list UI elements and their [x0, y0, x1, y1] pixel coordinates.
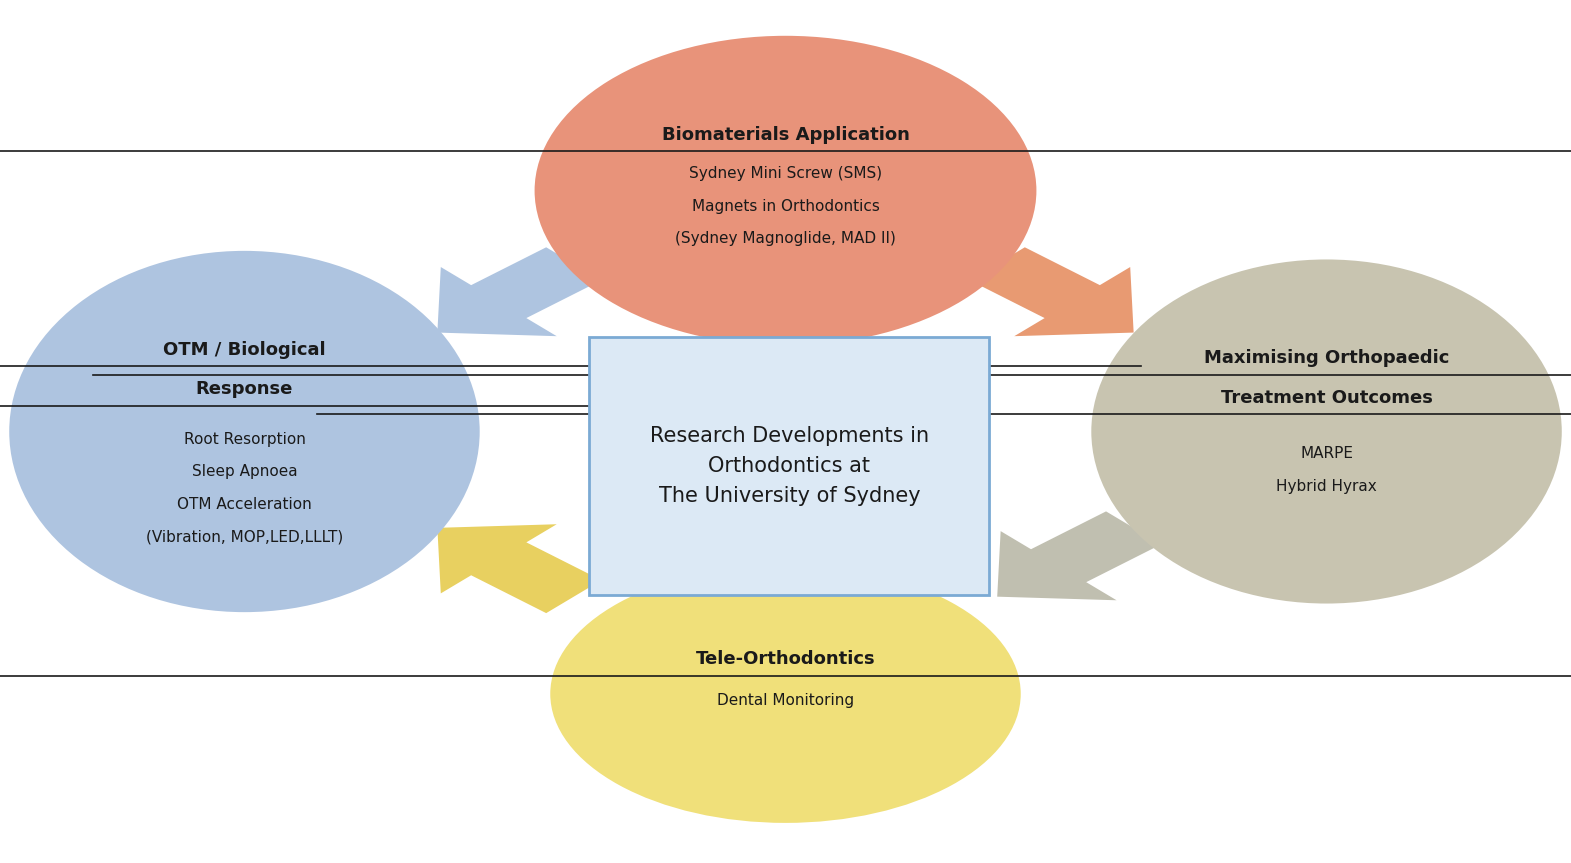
Text: Magnets in Orthodontics: Magnets in Orthodontics [691, 198, 880, 214]
Text: (Vibration, MOP,LED,LLLT): (Vibration, MOP,LED,LLLT) [146, 530, 342, 545]
Text: OTM / Biological: OTM / Biological [163, 341, 325, 359]
Text: Treatment Outcomes: Treatment Outcomes [1221, 389, 1433, 407]
Text: Sleep Apnoea: Sleep Apnoea [192, 464, 297, 480]
Ellipse shape [1092, 260, 1562, 603]
Polygon shape [998, 512, 1161, 601]
Text: Hybrid Hyrax: Hybrid Hyrax [1276, 479, 1376, 494]
Text: OTM Acceleration: OTM Acceleration [178, 497, 311, 512]
FancyBboxPatch shape [589, 337, 990, 595]
Text: Response: Response [196, 381, 294, 399]
Text: Dental Monitoring: Dental Monitoring [716, 693, 855, 709]
Polygon shape [969, 248, 1134, 337]
Ellipse shape [534, 35, 1037, 345]
Text: Biomaterials Application: Biomaterials Application [661, 126, 910, 144]
Text: Sydney Mini Screw (SMS): Sydney Mini Screw (SMS) [690, 166, 881, 181]
Text: Research Developments in
Orthodontics at
The University of Sydney: Research Developments in Orthodontics at… [650, 426, 928, 506]
Polygon shape [437, 524, 602, 613]
Text: (Sydney Magnoglide, MAD II): (Sydney Magnoglide, MAD II) [676, 231, 895, 246]
Text: Root Resorption: Root Resorption [184, 432, 305, 447]
Text: MARPE: MARPE [1301, 446, 1353, 462]
Text: Tele-Orthodontics: Tele-Orthodontics [696, 651, 875, 669]
Ellipse shape [9, 251, 479, 612]
Text: Maximising Orthopaedic: Maximising Orthopaedic [1203, 350, 1448, 368]
Ellipse shape [550, 565, 1021, 823]
Polygon shape [437, 248, 602, 337]
